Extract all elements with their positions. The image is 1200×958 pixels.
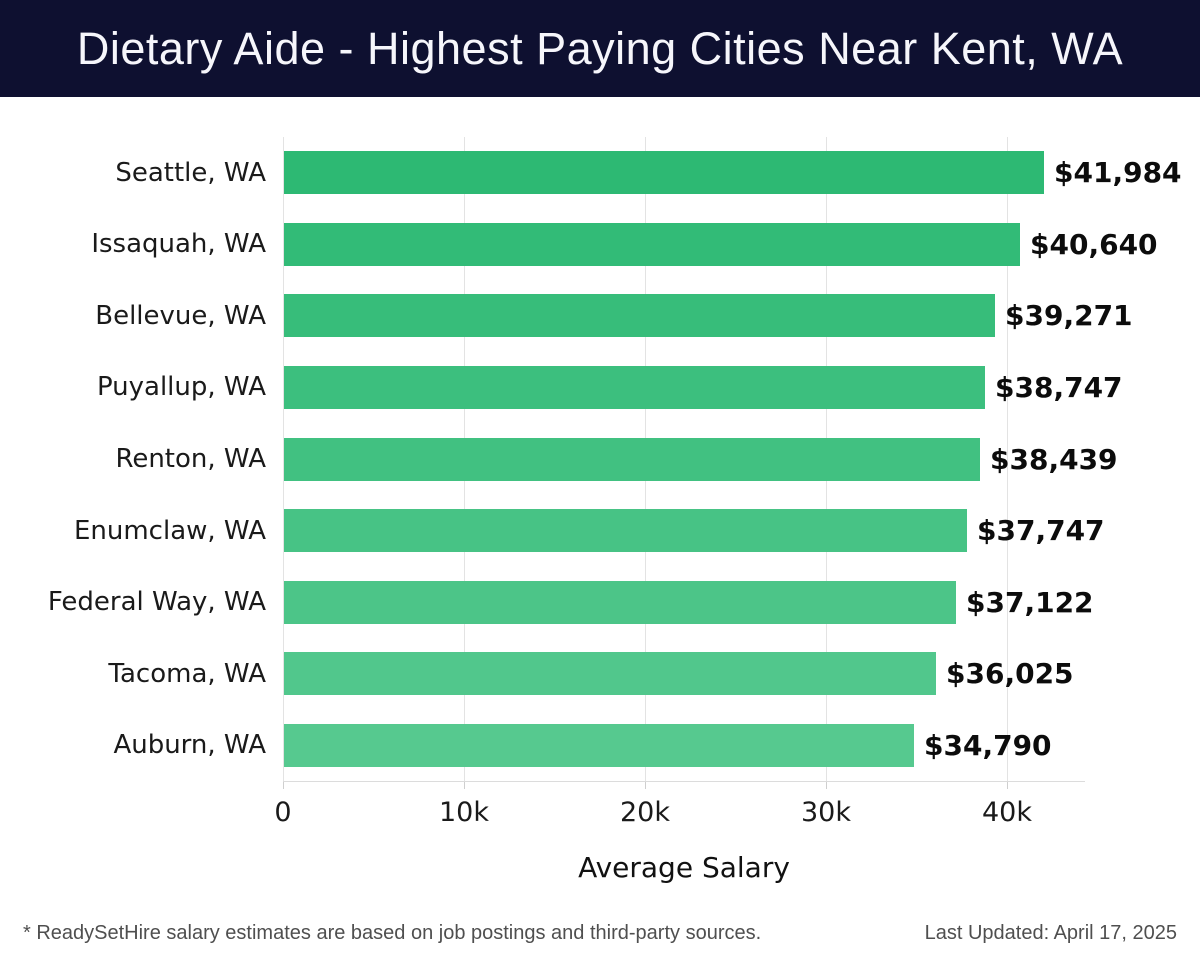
- bar: [284, 652, 936, 696]
- x-axis-line: [283, 781, 1085, 782]
- x-axis-label: Average Salary: [578, 851, 790, 884]
- value-label: $37,747: [977, 514, 1105, 548]
- bar: [284, 437, 980, 481]
- bar: [284, 365, 985, 409]
- footnote: * ReadySetHire salary estimates are base…: [23, 922, 762, 944]
- category-label: Federal Way, WA: [47, 587, 266, 618]
- chart-title: Dietary Aide - Highest Paying Cities Nea…: [76, 22, 1124, 74]
- bar-row: Renton, WA $38,439: [0, 437, 1200, 481]
- x-tick-label: 30k: [801, 797, 851, 828]
- x-tickmark: [283, 781, 284, 789]
- x-tick-label: 40k: [982, 797, 1032, 828]
- bar-row: Tacoma, WA $36,025: [0, 652, 1200, 696]
- value-label: $38,747: [995, 370, 1123, 404]
- category-label: Auburn, WA: [113, 730, 266, 761]
- category-label: Puyallup, WA: [96, 372, 266, 403]
- x-tickmark: [645, 781, 646, 789]
- bar-row: Seattle, WA $41,984: [0, 151, 1200, 195]
- bar-row: Auburn, WA $34,790: [0, 723, 1200, 767]
- bar-row: Puyallup, WA $38,747: [0, 365, 1200, 409]
- bar: [284, 151, 1044, 195]
- x-tick-label: 20k: [620, 797, 670, 828]
- footer: * ReadySetHire salary estimates are base…: [0, 922, 1200, 945]
- value-label: $36,025: [946, 657, 1074, 691]
- bar-row: Bellevue, WA $39,271: [0, 294, 1200, 338]
- x-tick-label: 10k: [439, 797, 489, 828]
- bar: [284, 723, 914, 767]
- value-label: $40,640: [1030, 227, 1158, 261]
- category-label: Issaquah, WA: [91, 229, 266, 260]
- bar-row: Federal Way, WA $37,122: [0, 580, 1200, 624]
- bar: [284, 509, 967, 553]
- last-updated: Last Updated: April 17, 2025: [924, 922, 1177, 944]
- x-gridline: [283, 137, 284, 781]
- bar-row: Issaquah, WA $40,640: [0, 222, 1200, 266]
- category-label: Bellevue, WA: [95, 300, 266, 331]
- x-tickmark: [826, 781, 827, 789]
- x-gridline: [1007, 137, 1008, 781]
- x-tickmark: [1007, 781, 1008, 789]
- category-label: Seattle, WA: [115, 157, 266, 188]
- category-label: Tacoma, WA: [108, 658, 266, 689]
- value-label: $41,984: [1054, 156, 1182, 190]
- bar-row: Enumclaw, WA $37,747: [0, 509, 1200, 553]
- title-bar: Dietary Aide - Highest Paying Cities Nea…: [0, 0, 1200, 97]
- bar: [284, 294, 995, 338]
- x-tickmark: [464, 781, 465, 789]
- value-label: $39,271: [1005, 299, 1133, 333]
- value-label: $37,122: [966, 585, 1094, 619]
- bar: [284, 580, 956, 624]
- category-label: Enumclaw, WA: [73, 515, 266, 546]
- bar: [284, 222, 1020, 266]
- category-label: Renton, WA: [115, 444, 266, 475]
- value-label: $38,439: [990, 442, 1118, 476]
- value-label: $34,790: [924, 728, 1052, 762]
- x-tick-label: 0: [274, 797, 292, 828]
